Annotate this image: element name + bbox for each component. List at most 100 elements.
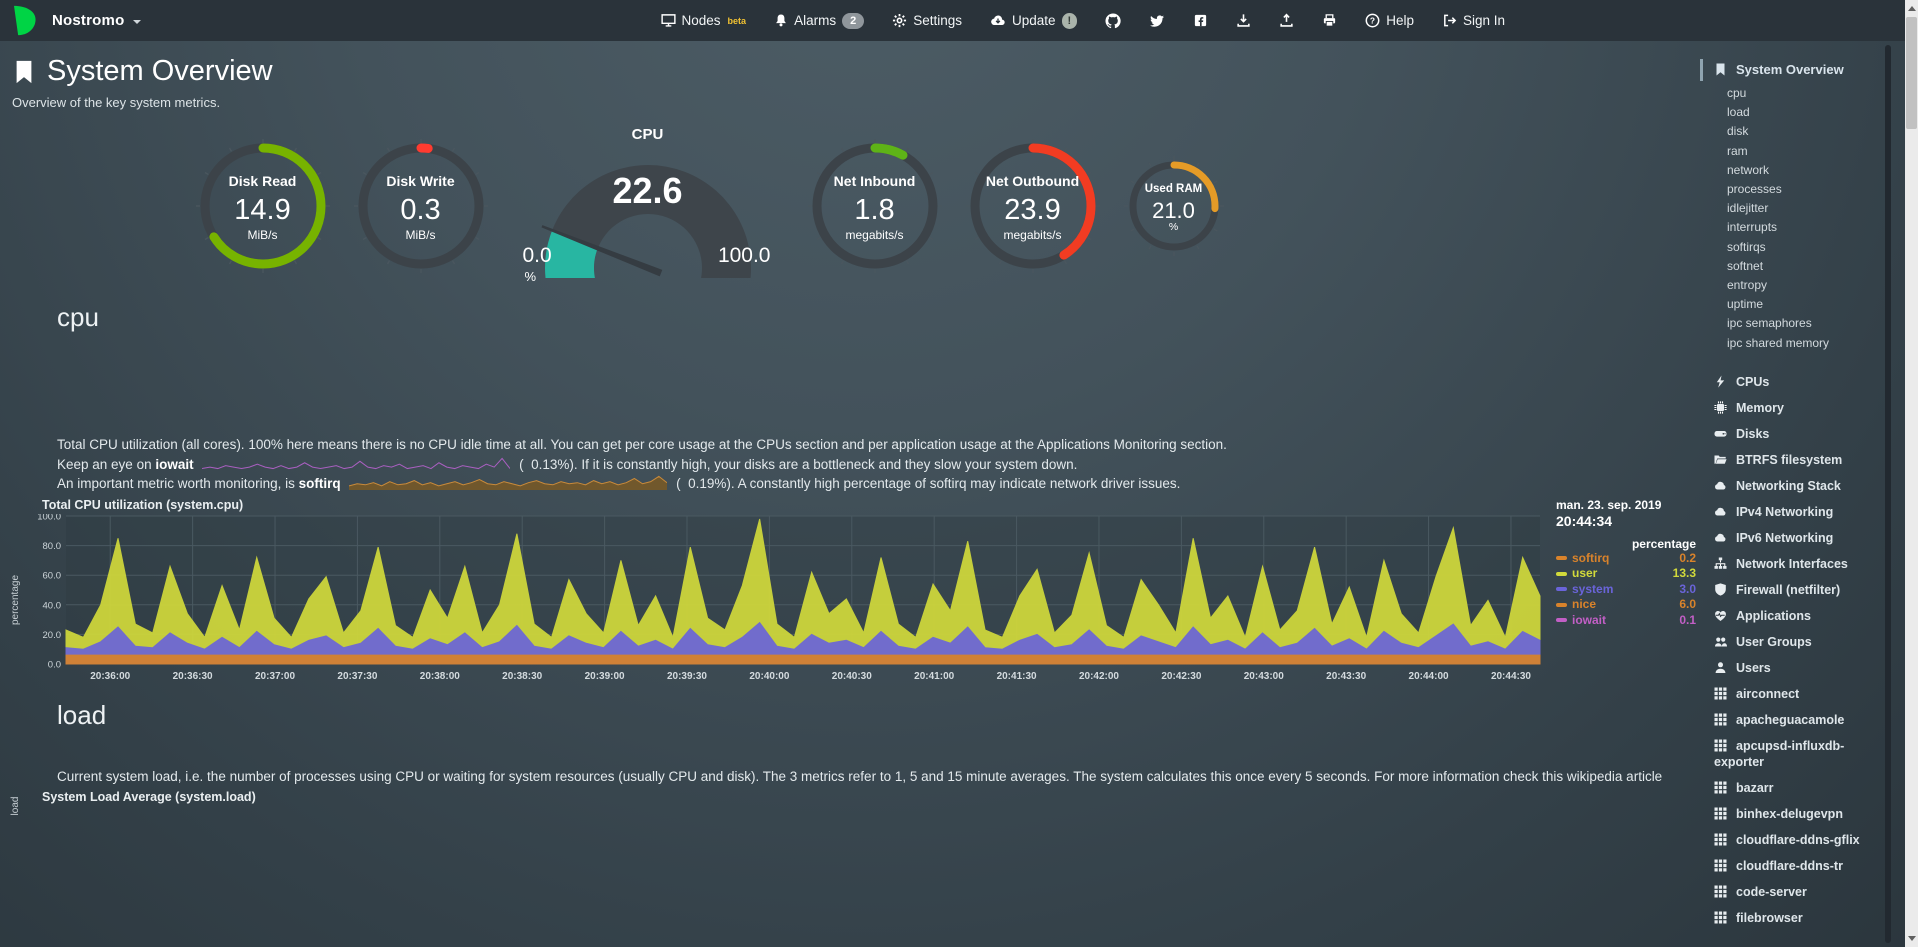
netdata-logo[interactable] (10, 4, 40, 37)
sidebar-item-networking-stack[interactable]: Networking Stack (1700, 473, 1879, 499)
legend-item-iowait[interactable]: iowait 0.1 (1556, 613, 1700, 629)
help-button[interactable]: ? Help (1365, 13, 1414, 28)
sidebar-sublink-cpu[interactable]: cpu (1727, 86, 1747, 100)
sidebar-item-apacheguacamole[interactable]: apacheguacamole (1700, 707, 1879, 733)
cpu-desc-line2: Keep an eye on iowait ( 0.13%). If it is… (57, 456, 1078, 472)
alarms-button[interactable]: Alarms 2 (774, 12, 865, 29)
sidebar-item-apcupsd-influxdb-exporter[interactable]: apcupsd-influxdb-exporter (1714, 738, 1845, 769)
gauge-min: 0.0 (522, 244, 552, 267)
print-button[interactable] (1322, 13, 1337, 28)
update-button[interactable]: Update ! (990, 12, 1078, 29)
legend-item-nice[interactable]: nice 6.0 (1556, 597, 1700, 613)
sidebar-item-network-interfaces[interactable]: Network Interfaces (1700, 551, 1879, 577)
sidebar-item-memory[interactable]: Memory (1700, 395, 1879, 421)
legend-time: 20:44:34 (1556, 512, 1613, 529)
sidebar-item-cloudflare-ddns-gflix[interactable]: cloudflare-ddns-gflix (1700, 827, 1879, 853)
gauge-max: 100.0 (717, 244, 771, 267)
gauge-label: Disk Read (228, 173, 297, 190)
sidebar-sublink-disk[interactable]: disk (1727, 124, 1749, 139)
gauge-value: 22.6 (612, 170, 683, 211)
sidebar-sublink-processes[interactable]: processes (1727, 182, 1782, 197)
cpu-gauge[interactable]: CPU 22.6 0.0 100.0% (511, 126, 785, 286)
sidebar-item-applications[interactable]: Applications (1700, 603, 1879, 629)
sidebar-item-users[interactable]: Users (1700, 655, 1879, 681)
sidebar-sections: CPUs Memory Disks BTRFS filesystem Networkin… (1700, 369, 1879, 931)
sidebar-item-code-server[interactable]: code-server (1700, 879, 1879, 905)
sidebar-sublink-ram[interactable]: ram (1727, 143, 1748, 158)
sidebar-item-binhex-delugevpn[interactable]: binhex-delugevpn (1700, 801, 1879, 827)
sidebar-sublink-uptime[interactable]: uptime (1727, 297, 1764, 312)
svg-text:20:37:30: 20:37:30 (337, 671, 377, 682)
sidebar-item-firewall-netfilter-[interactable]: Firewall (netfilter) (1700, 577, 1879, 603)
disk-read-gauge[interactable]: Disk Read 14.9 MiB/s (195, 138, 331, 274)
sidebar-sublink-entropy[interactable]: entropy (1727, 278, 1768, 293)
grid-icon (1714, 859, 1727, 872)
gauge-label: CPU (631, 126, 664, 143)
svg-text:20:41:00: 20:41:00 (914, 671, 954, 682)
twitter-button[interactable] (1149, 13, 1165, 29)
section-title-load: load (57, 699, 107, 730)
disk-write-gauge[interactable]: Disk Write 0.3 MiB/s (353, 138, 489, 274)
sidebar-item-system-overview[interactable]: System Overview (1700, 59, 1879, 81)
legend-item-system[interactable]: system 3.0 (1556, 582, 1700, 598)
cpu-desc-line3: An important metric worth monitoring, is… (57, 475, 1181, 491)
gauge-label: Used RAM (1144, 182, 1203, 195)
print-icon (1324, 14, 1336, 27)
legend-item-user[interactable]: user 13.3 (1556, 566, 1700, 582)
monitor-icon (660, 14, 676, 27)
sidebar-item-disks[interactable]: Disks (1700, 421, 1879, 447)
cpu-chart-legend: man. 23. sep. 2019 20:44:34 percentage soft… (1546, 498, 1700, 686)
settings-button[interactable]: Settings (892, 13, 962, 28)
gauge-label: Net Outbound (985, 173, 1080, 190)
sidebar-item-bazarr[interactable]: bazarr (1700, 775, 1879, 801)
sidebar-sublink-ipc-semaphores[interactable]: ipc semaphores (1727, 316, 1812, 331)
net-inbound-gauge[interactable]: Net Inbound 1.8 megabits/s (807, 138, 943, 274)
bell-icon (776, 14, 786, 27)
cpu-utilization-chart[interactable]: 0.0 20.0 40.0 60.0 80.0 100.0 20:36:00 20:36:30… (26, 514, 1546, 686)
svg-text:100.0: 100.0 (37, 514, 61, 523)
sidebar-item-btrfs-filesystem[interactable]: BTRFS filesystem (1700, 447, 1879, 473)
svg-text:20:44:30: 20:44:30 (1491, 671, 1531, 682)
svg-text:20:40:30: 20:40:30 (832, 671, 872, 682)
sidebar-sublink-idlejitter[interactable]: idlejitter (1727, 201, 1769, 216)
sign-in-button[interactable]: Sign In (1442, 13, 1505, 28)
legend-item-softirq[interactable]: softirq 0.2 (1556, 551, 1700, 567)
question-circle-icon: ? (1365, 13, 1380, 28)
legend-units-header: percentage (1631, 536, 1696, 551)
sidebar-scrollbar[interactable] (1885, 45, 1891, 943)
sidebar-sublink-softnet[interactable]: softnet (1727, 258, 1764, 273)
upload-icon (1280, 13, 1293, 27)
sidebar-sublink-network[interactable]: network (1727, 162, 1770, 177)
scroll-down-arrow[interactable] (1908, 936, 1916, 941)
svg-text:0.0: 0.0 (48, 659, 61, 670)
sidebar-item-cloudflare-ddns-tr[interactable]: cloudflare-ddns-tr (1700, 853, 1879, 879)
export-snapshot-button[interactable] (1279, 13, 1294, 28)
user-icon (1714, 661, 1727, 674)
sidebar-sublink-interrupts[interactable]: interrupts (1727, 220, 1778, 235)
facebook-icon (1195, 14, 1207, 27)
legend-value: 3.0 (1679, 581, 1696, 596)
scroll-thumb[interactable] (1906, 17, 1917, 129)
browser-scrollbar[interactable] (1905, 0, 1918, 947)
used-ram-gauge[interactable]: Used RAM 21.0% (1123, 155, 1225, 257)
dashboard-main: System Overview Overview of the key syst… (0, 41, 1700, 815)
sidebar-item-airconnect[interactable]: airconnect (1700, 681, 1879, 707)
nodes-button[interactable]: Nodes beta (660, 13, 746, 28)
sidebar-item-filebrowser[interactable]: filebrowser (1700, 905, 1879, 931)
facebook-button[interactable] (1193, 13, 1208, 28)
scroll-up-arrow[interactable] (1908, 6, 1916, 11)
legend-color-chip (1556, 571, 1567, 576)
download-icon (1237, 14, 1250, 27)
github-button[interactable] (1105, 12, 1121, 29)
sidebar-sublink-softirqs[interactable]: softirqs (1727, 239, 1766, 254)
sidebar-sublink-load[interactable]: load (1727, 105, 1750, 120)
import-snapshot-button[interactable] (1236, 13, 1251, 28)
sidebar-item-cpus[interactable]: CPUs (1700, 369, 1879, 395)
sidebar-item-ipv6-networking[interactable]: IPv6 Networking (1700, 525, 1879, 551)
sidebar-item-user-groups[interactable]: User Groups (1700, 629, 1879, 655)
grid-icon (1714, 713, 1727, 726)
hostname-dropdown[interactable]: Nostromo (52, 12, 142, 29)
sidebar-sublink-ipc-shared-memory[interactable]: ipc shared memory (1727, 335, 1830, 350)
sidebar-item-ipv4-networking[interactable]: IPv4 Networking (1700, 499, 1879, 525)
net-outbound-gauge[interactable]: Net Outbound 23.9 megabits/s (965, 138, 1101, 274)
